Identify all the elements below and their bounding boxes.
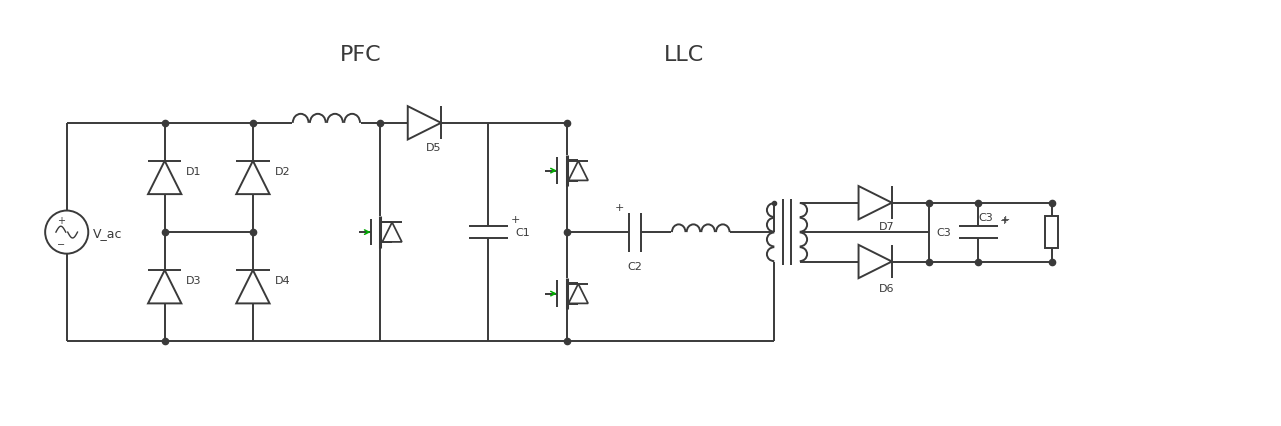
Text: +: + [999, 216, 1009, 226]
Text: C3: C3 [979, 213, 993, 223]
Circle shape [45, 211, 88, 254]
Polygon shape [569, 284, 588, 304]
Text: D5: D5 [427, 143, 442, 153]
Text: C1: C1 [515, 227, 530, 238]
Text: +: + [615, 203, 624, 213]
Text: C2: C2 [628, 262, 643, 272]
Polygon shape [236, 161, 269, 195]
Text: D6: D6 [879, 283, 894, 293]
Polygon shape [858, 245, 892, 279]
Text: D3: D3 [186, 275, 202, 285]
Text: PFC: PFC [339, 45, 382, 65]
Polygon shape [569, 161, 588, 181]
Text: V_ac: V_ac [94, 226, 123, 239]
Polygon shape [858, 187, 892, 220]
Polygon shape [149, 271, 182, 304]
Polygon shape [382, 223, 402, 242]
Text: +: + [511, 214, 520, 224]
Text: D7: D7 [879, 222, 894, 232]
Text: +: + [1000, 214, 1009, 224]
Polygon shape [149, 161, 182, 195]
Text: −: − [56, 239, 65, 249]
Polygon shape [407, 107, 441, 140]
Text: D1: D1 [186, 166, 202, 176]
Text: LLC: LLC [664, 45, 705, 65]
Polygon shape [236, 271, 269, 304]
Text: C3: C3 [936, 227, 951, 238]
Text: +: + [56, 216, 65, 226]
Bar [1045, 216, 1058, 249]
Text: D2: D2 [274, 166, 290, 176]
Text: D4: D4 [274, 275, 290, 285]
